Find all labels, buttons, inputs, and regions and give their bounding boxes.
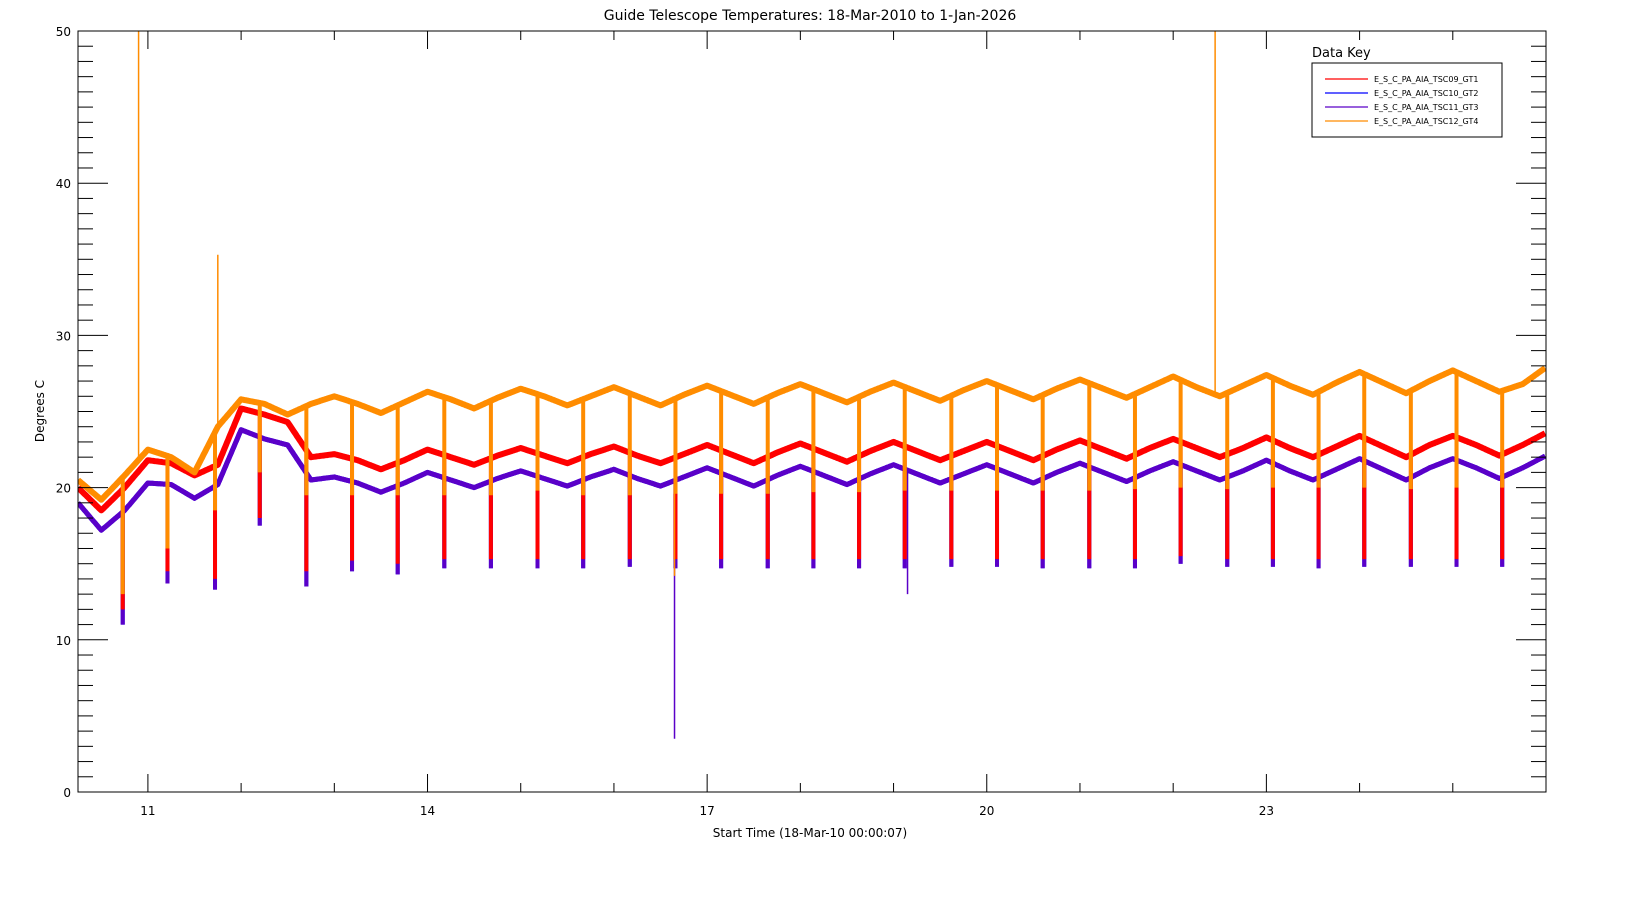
series-e_s_c_pa_aia_tsc12_gt4 bbox=[78, 31, 1546, 595]
axes: 0 10 20 30 40 50 11 14 17 20 23 bbox=[56, 25, 1547, 818]
x-tick-label: 17 bbox=[700, 804, 715, 818]
legend-label: E_S_C_PA_AIA_TSC09_GT1 bbox=[1374, 75, 1478, 84]
legend-box bbox=[1311, 62, 1503, 138]
x-tick-label: 23 bbox=[1259, 804, 1274, 818]
chart-title: Guide Telescope Temperatures: 18-Mar-201… bbox=[604, 8, 1017, 24]
x-tick-label: 11 bbox=[140, 804, 155, 818]
y-tick-label: 40 bbox=[56, 177, 71, 191]
y-tick-label: 0 bbox=[63, 786, 71, 800]
legend: Data Key E_S_C_PA_AIA_TSC09_GT1 E_S_C_PA_… bbox=[1311, 46, 1503, 138]
legend-label: E_S_C_PA_AIA_TSC11_GT3 bbox=[1374, 103, 1478, 112]
y-tick-label: 30 bbox=[56, 329, 71, 343]
legend-label: E_S_C_PA_AIA_TSC10_GT2 bbox=[1374, 89, 1478, 98]
series-line bbox=[78, 365, 1546, 503]
y-tick-label: 20 bbox=[56, 482, 71, 496]
x-tick-label: 14 bbox=[420, 804, 435, 818]
x-axis-label: Start Time (18-Mar-10 00:00:07) bbox=[713, 826, 907, 840]
y-tick-label: 50 bbox=[56, 25, 71, 39]
plot-area bbox=[78, 31, 1546, 739]
y-axis-label: Degrees C bbox=[33, 380, 47, 442]
legend-title: Data Key bbox=[1312, 46, 1371, 61]
x-tick-label: 20 bbox=[979, 804, 994, 818]
y-tick-label: 10 bbox=[56, 634, 71, 648]
series-group bbox=[78, 31, 1546, 739]
legend-label: E_S_C_PA_AIA_TSC12_GT4 bbox=[1374, 117, 1478, 126]
